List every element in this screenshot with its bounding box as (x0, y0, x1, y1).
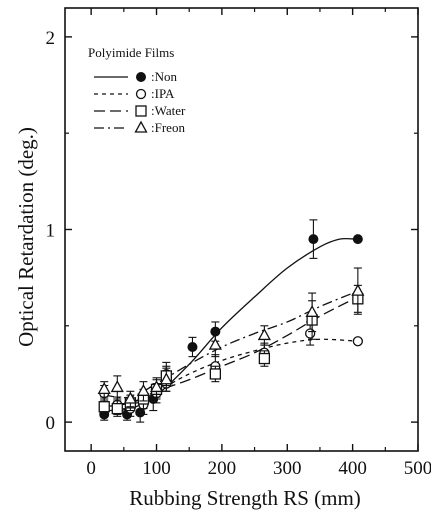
y-tick-label: 0 (46, 413, 56, 434)
legend-marker-water (135, 105, 147, 117)
legend-label-freon: :Freon (151, 120, 185, 135)
legend-marker-ipa (135, 88, 147, 100)
y-tick-label: 2 (46, 28, 56, 49)
legend: Polyimide Films :Non :IPA :Water :Freon (88, 45, 186, 135)
data-point-ipa (304, 328, 316, 339)
data-point-freon (110, 380, 124, 393)
data-point-water (258, 352, 271, 365)
data-points-group (97, 219, 365, 423)
data-point-freon (208, 337, 222, 350)
data-point-water (98, 401, 110, 413)
data-point-non (308, 234, 319, 245)
legend-label-non: :Non (151, 69, 178, 84)
x-tick-label: 0 (86, 458, 96, 479)
data-point-freon (123, 391, 137, 404)
data-point-ipa (352, 336, 364, 347)
data-point-non (352, 234, 363, 245)
x-tick-label: 200 (208, 458, 237, 479)
y-axis-title: Optical Retardation (deg.) (14, 127, 38, 347)
data-point-water (111, 402, 123, 415)
fit-curves-group (104, 237, 359, 412)
y-tick-label: 1 (46, 221, 56, 242)
data-point-freon (149, 380, 164, 393)
fit-curve-non (104, 237, 356, 412)
data-point-non (187, 341, 198, 352)
data-point-freon (136, 383, 151, 396)
legend-label-ipa: :IPA (151, 86, 175, 101)
x-tick-label: 100 (142, 458, 171, 479)
legend-title: Polyimide Films (88, 45, 174, 60)
legend-label-water: :Water (151, 103, 186, 118)
data-point-freon (257, 328, 271, 341)
legend-marker-non (136, 72, 146, 82)
axes-group: 0 100 200 300 400 500 0 1 2 (46, 8, 431, 479)
x-tick-label: 400 (338, 458, 367, 479)
x-tick-label: 500 (404, 458, 431, 479)
data-point-freon (97, 382, 111, 395)
x-tick-label: 300 (273, 458, 302, 479)
data-point-freon (305, 304, 319, 317)
x-axis-title: Rubbing Strength RS (mm) (129, 486, 361, 510)
data-point-water (209, 368, 222, 380)
data-point-freon (159, 372, 173, 385)
data-point-freon (351, 283, 365, 296)
legend-marker-freon (134, 120, 148, 133)
